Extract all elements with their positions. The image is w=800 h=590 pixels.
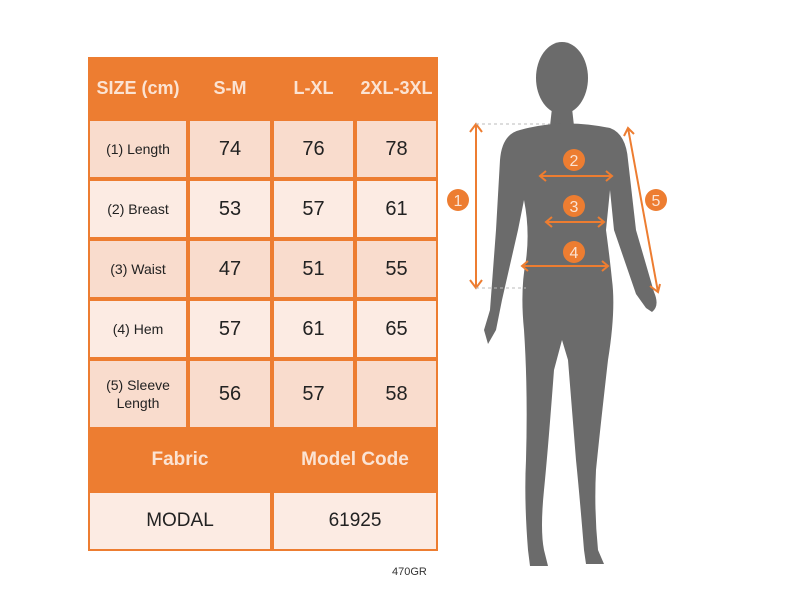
measurement-value: 57 — [272, 179, 355, 239]
table-row: (2) Breast 53 57 61 — [88, 179, 438, 239]
model-code-value: 61925 — [272, 491, 438, 551]
fabric-header: Fabric — [88, 429, 272, 491]
header-cell: S-M — [188, 57, 272, 119]
table-row: (3) Waist 47 51 55 — [88, 239, 438, 299]
measurement-value: 78 — [355, 119, 438, 179]
measurement-value: 61 — [272, 299, 355, 359]
table-row: (4) Hem 57 61 65 — [88, 299, 438, 359]
model-code-header: Model Code — [272, 429, 438, 491]
footer-header: Fabric Model Code — [88, 429, 438, 491]
header-cell: L-XL — [272, 57, 355, 119]
silhouette — [484, 42, 657, 567]
size-chart-table: SIZE (cm) S-M L-XL 2XL-3XL (1) Length 74 7… — [88, 57, 438, 551]
measurement-value: 65 — [355, 299, 438, 359]
header-cell: 2XL-3XL — [355, 57, 438, 119]
marker-2: 2 — [570, 153, 579, 170]
table-row: (5) Sleeve Length 56 57 58 — [88, 359, 438, 429]
measurement-label: (2) Breast — [88, 179, 188, 239]
marker-1: 1 — [454, 193, 463, 210]
measurement-value: 58 — [355, 359, 438, 429]
measurement-label: (3) Waist — [88, 239, 188, 299]
marker-5: 5 — [652, 193, 661, 210]
measurement-value: 74 — [188, 119, 272, 179]
header-cell: SIZE (cm) — [88, 57, 188, 119]
measurement-value: 57 — [188, 299, 272, 359]
fabric-value: MODAL — [88, 491, 272, 551]
measurement-markers: 1 2 3 4 5 — [447, 149, 667, 263]
measurement-value: 57 — [272, 359, 355, 429]
table-row: (1) Length 74 76 78 — [88, 119, 438, 179]
measurement-label: (4) Hem — [88, 299, 188, 359]
measurement-value: 61 — [355, 179, 438, 239]
measurement-value: 55 — [355, 239, 438, 299]
measurement-value: 56 — [188, 359, 272, 429]
body-silhouette-diagram: 1 2 3 4 5 — [447, 42, 667, 567]
guide-lines — [476, 123, 550, 289]
measurement-label: (1) Length — [88, 119, 188, 179]
measurement-value: 76 — [272, 119, 355, 179]
measurement-label: (5) Sleeve Length — [88, 359, 188, 429]
footer-row: MODAL 61925 — [88, 491, 438, 551]
marker-4: 4 — [570, 245, 579, 262]
product-code: 470GR — [392, 566, 427, 578]
measurement-value: 47 — [188, 239, 272, 299]
measurement-value: 51 — [272, 239, 355, 299]
measurement-arrows — [469, 122, 661, 294]
measurement-value: 53 — [188, 179, 272, 239]
marker-3: 3 — [570, 199, 579, 216]
table-header: SIZE (cm) S-M L-XL 2XL-3XL — [88, 57, 438, 119]
